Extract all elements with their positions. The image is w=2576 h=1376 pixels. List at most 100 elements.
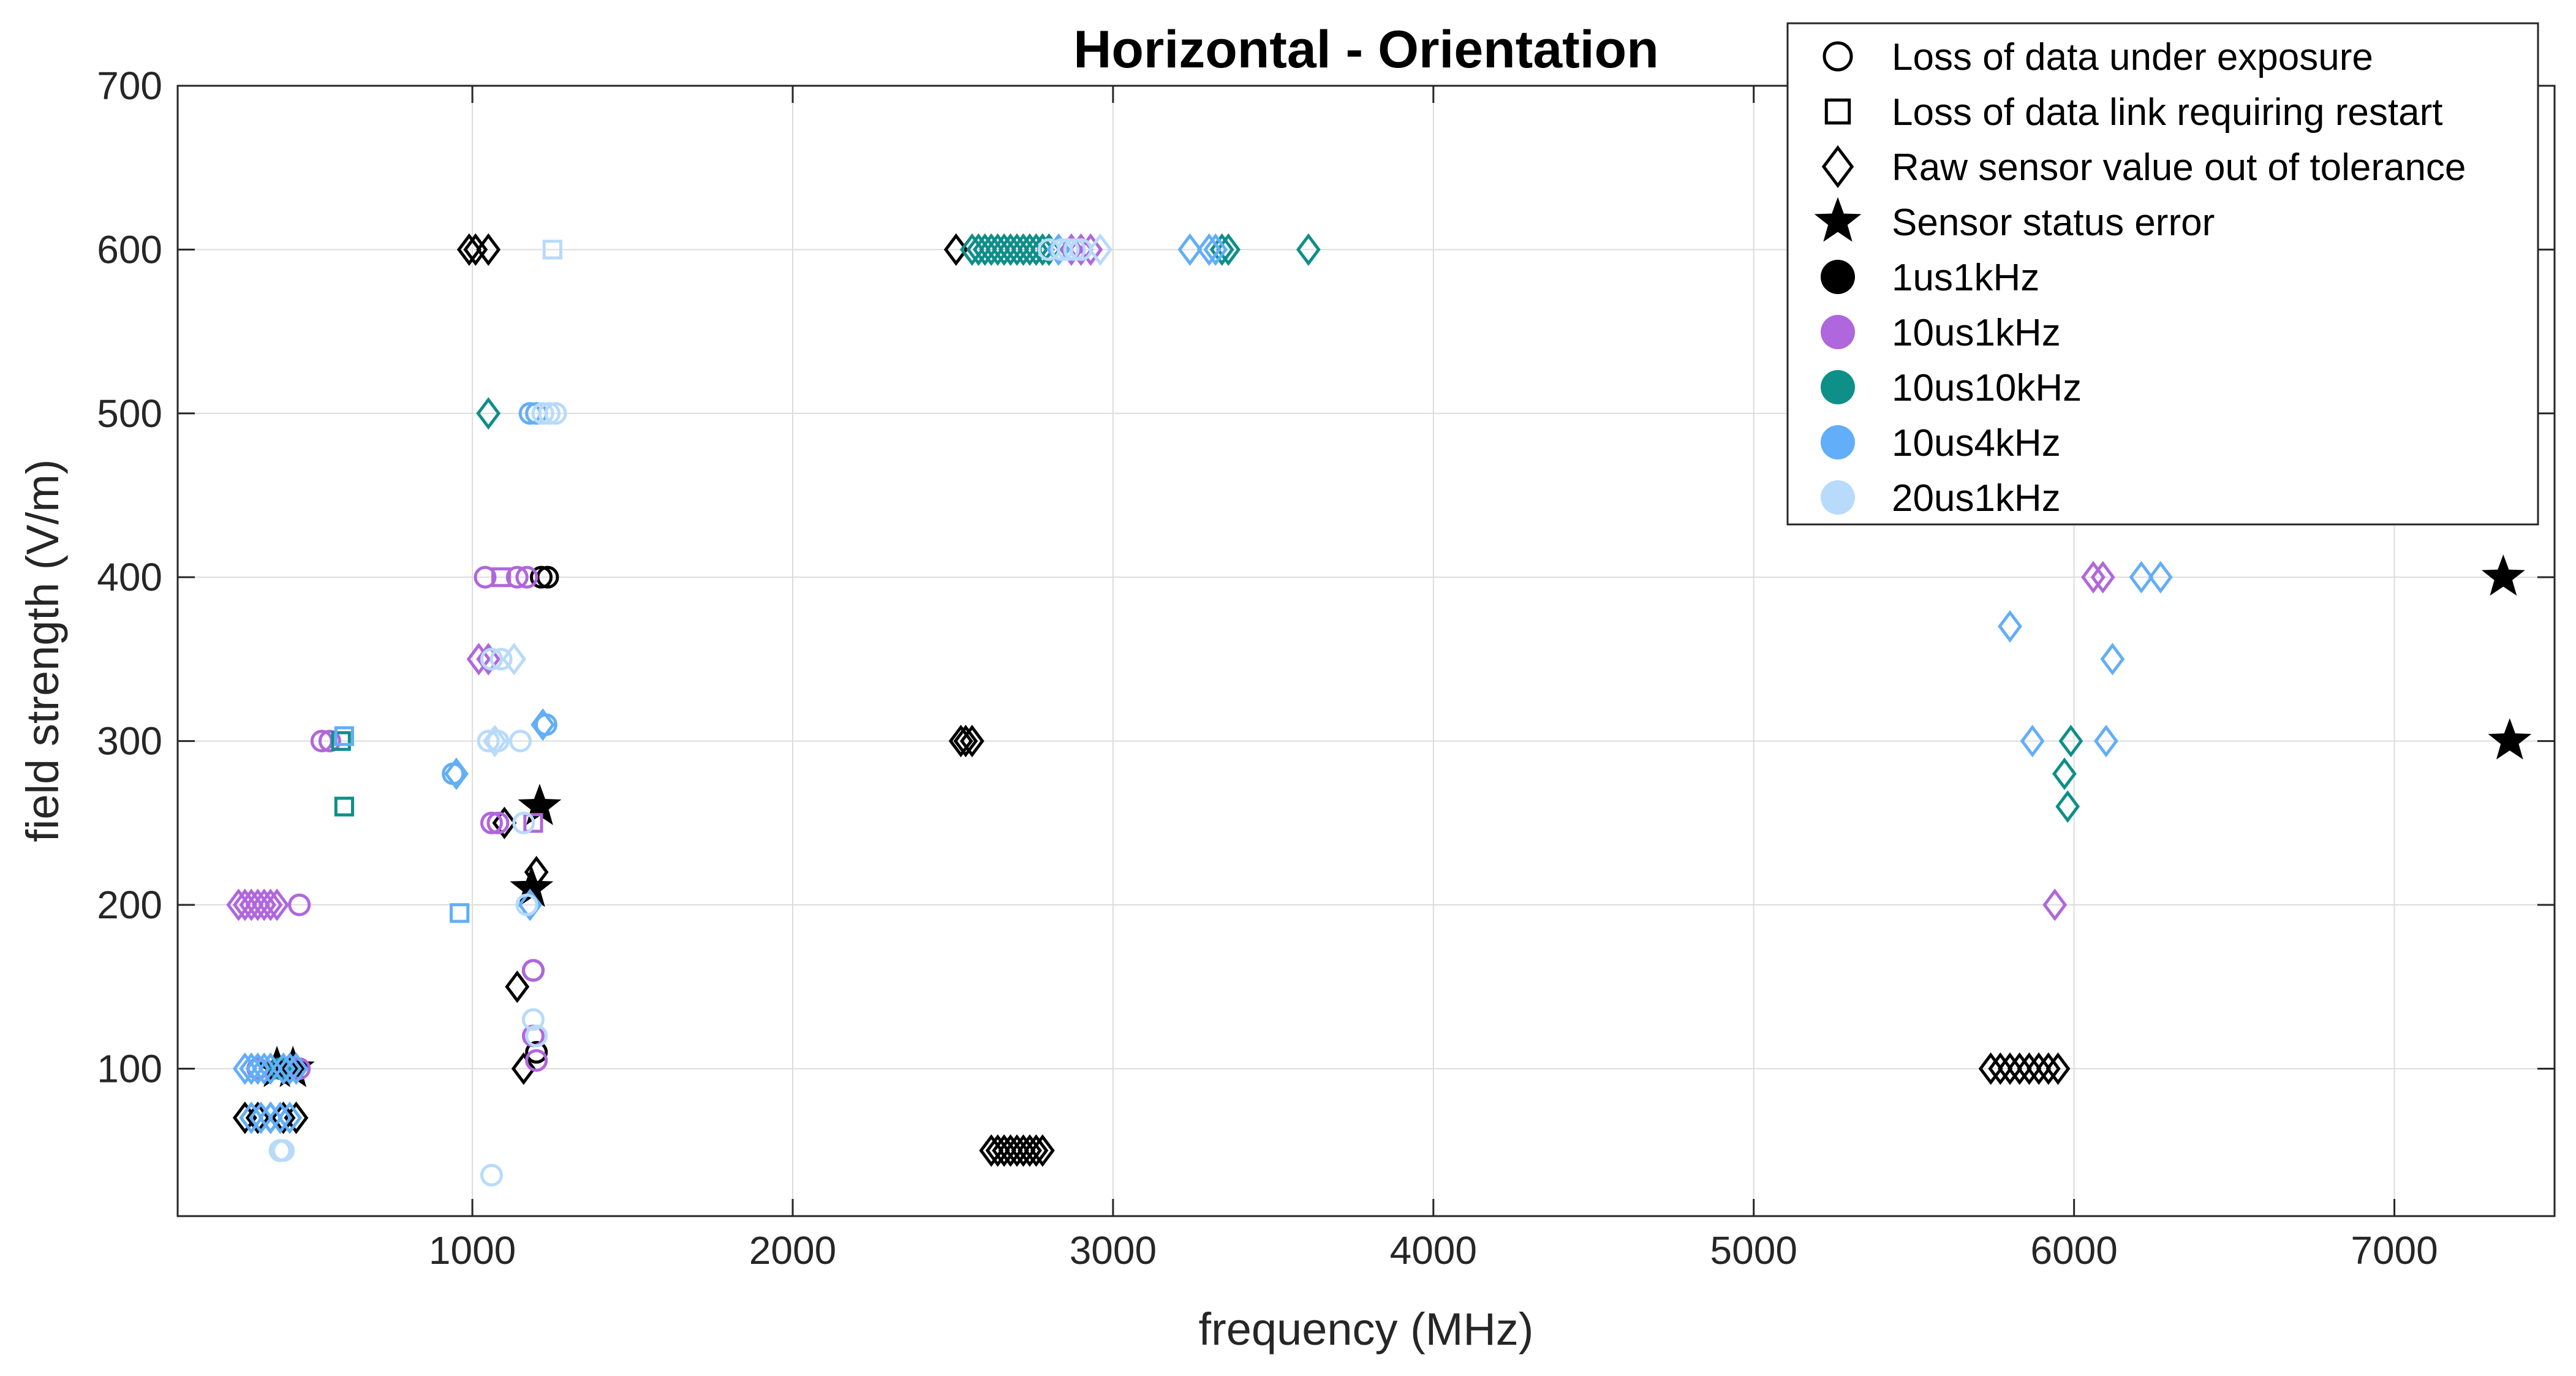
data-point-10us10khz xyxy=(2058,724,2083,758)
data-point-20us1khz xyxy=(1063,238,1086,261)
legend: Loss of data under exposure Loss of data … xyxy=(1786,22,2539,526)
data-point-1us1khz xyxy=(1988,1052,2013,1085)
legend-label: 20us1kHz xyxy=(1892,477,2061,520)
data-point-10us1khz xyxy=(491,567,512,588)
legend-swatch-20us1khz xyxy=(1821,480,1855,515)
legend-label: 10us10kHz xyxy=(1892,367,2082,409)
data-point-1us1khz xyxy=(511,1052,536,1085)
data-point-10us4khz xyxy=(249,1101,273,1135)
data-point-10us1khz xyxy=(265,888,290,921)
data-point-10us4khz xyxy=(2129,561,2154,594)
x-axis-label: frequency (MHz) xyxy=(1199,1304,1534,1355)
data-point-10us1khz xyxy=(480,811,503,834)
legend-marker-diamond xyxy=(1821,145,1854,188)
data-point-20us1khz xyxy=(502,643,526,676)
data-point-10us1khz xyxy=(288,893,311,917)
data-point-1us1khz xyxy=(284,1101,309,1135)
data-point-1us1khz xyxy=(2007,1052,2032,1085)
data-point-1us1khz xyxy=(953,724,978,758)
data-point-20us1khz xyxy=(489,648,513,671)
data-point-20us1khz xyxy=(515,893,538,917)
legend-label: Loss of data link requiring restart xyxy=(1892,91,2442,134)
legend-marker-star xyxy=(1814,197,1862,242)
data-point-1us1khz xyxy=(2026,1052,2052,1085)
data-point-10us10khz xyxy=(476,397,501,430)
data-point-10us1khz xyxy=(525,1049,548,1072)
legend-label: Loss of data under exposure xyxy=(1892,36,2373,78)
data-point-1us1khz xyxy=(1030,1134,1055,1167)
plot-frame xyxy=(176,85,2556,1217)
data-point-10us10khz xyxy=(2055,790,2080,823)
data-point-10us4khz xyxy=(1998,610,2022,643)
y-tick-label: 300 xyxy=(97,719,162,763)
legend-swatch-10us4khz xyxy=(1821,425,1855,459)
data-point-20us1khz xyxy=(482,724,507,758)
data-point-10us1khz xyxy=(1068,233,1093,266)
y-tick-label: 600 xyxy=(97,227,162,271)
data-point-10us1khz xyxy=(2081,561,2106,594)
data-point-10us4khz xyxy=(278,1101,302,1135)
data-point-1us1khz xyxy=(1978,1052,2003,1085)
data-point-20us1khz xyxy=(480,648,503,671)
data-point-1us1khz xyxy=(530,565,553,589)
data-points xyxy=(226,233,2532,1187)
data-point-10us1khz xyxy=(521,959,545,982)
data-point-1us1khz xyxy=(525,1041,548,1064)
data-point-20us1khz xyxy=(521,1008,545,1031)
y-tick-label: 400 xyxy=(97,555,162,599)
data-point-10us4khz xyxy=(2100,643,2125,676)
data-point-20us1khz xyxy=(477,730,500,753)
data-point-1us1khz xyxy=(2017,1052,2042,1085)
data-point-10us4khz xyxy=(252,1052,277,1085)
data-point-10us1khz xyxy=(258,888,283,921)
data-point-10us1khz xyxy=(318,730,341,753)
data-point-10us4khz xyxy=(258,1101,283,1135)
legend-marker-square xyxy=(1824,98,1851,125)
data-point-1us1khz xyxy=(1998,1052,2022,1085)
data-point-10us10khz xyxy=(2052,757,2077,790)
data-point-20us1khz xyxy=(509,730,532,753)
data-point-1us1khz xyxy=(2481,554,2525,596)
x-tick-label: 5000 xyxy=(1710,1228,1797,1272)
y-tick-label: 700 xyxy=(97,64,162,108)
data-point-10us4khz xyxy=(2148,561,2173,594)
data-point-20us1khz xyxy=(544,402,567,425)
data-point-20us1khz xyxy=(512,811,535,834)
y-tick-label: 200 xyxy=(97,883,162,927)
data-point-10us1khz xyxy=(474,565,497,589)
data-point-10us4khz xyxy=(239,1101,264,1135)
data-point-1us1khz xyxy=(2036,1052,2061,1085)
legend-swatch-10us1khz xyxy=(1821,315,1855,349)
data-point-10us1khz xyxy=(466,643,491,676)
legend-label: 10us1kHz xyxy=(1892,312,2061,354)
data-point-20us1khz xyxy=(1088,233,1112,266)
data-point-1us1khz xyxy=(1024,1134,1049,1167)
x-tick-label: 6000 xyxy=(2030,1228,2117,1272)
axis-ticks: 1000 2000 3000 4000 5000 6000 7000 100 200 300 400… xyxy=(97,64,2555,1272)
data-point-10us1khz xyxy=(2090,561,2115,594)
x-tick-label: 2000 xyxy=(749,1228,836,1272)
data-point-10us1khz xyxy=(2042,888,2068,921)
legend-label: 10us4kHz xyxy=(1892,422,2061,464)
data-point-20us1khz xyxy=(542,240,562,260)
legend-marker-circle xyxy=(1822,41,1853,72)
data-point-10us4khz xyxy=(2093,724,2118,758)
data-point-10us4khz xyxy=(1196,233,1222,266)
data-point-10us4khz xyxy=(1177,233,1203,266)
data-point-10us1khz xyxy=(515,565,538,589)
legend-label: Raw sensor value out of tolerance xyxy=(1892,146,2466,189)
data-point-20us1khz xyxy=(538,402,561,425)
data-point-10us4khz xyxy=(284,1052,309,1085)
data-point-10us10khz xyxy=(331,731,351,751)
y-axis-label: field strength (V/m) xyxy=(17,459,68,842)
data-point-10us10khz xyxy=(1030,233,1055,266)
data-point-10us4khz xyxy=(334,726,355,746)
x-tick-label: 3000 xyxy=(1070,1228,1157,1272)
data-point-10us10khz xyxy=(1296,233,1321,266)
data-point-10us4khz xyxy=(268,1101,293,1135)
y-tick-label: 500 xyxy=(97,391,162,436)
data-point-10us4khz xyxy=(2020,724,2045,758)
x-tick-label: 7000 xyxy=(2351,1228,2438,1272)
data-point-1us1khz xyxy=(505,970,530,1004)
data-point-1us1khz xyxy=(948,724,973,758)
